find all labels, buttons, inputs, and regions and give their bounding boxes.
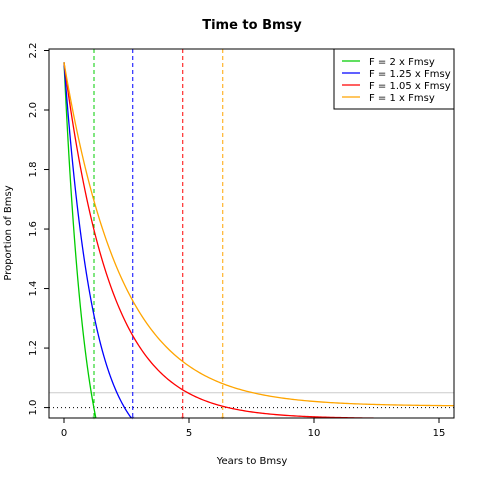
- y-tick-label: 1.8: [28, 162, 39, 178]
- vline-foot-marker: *: [131, 415, 135, 423]
- bmsy-year-markers: [93, 49, 224, 418]
- legend-box: [333, 48, 455, 110]
- x-tick-label: 5: [186, 428, 192, 439]
- x-axis-label: Years to Bmsy: [216, 456, 288, 467]
- legend-label: F = 2 x Fmsy: [369, 57, 435, 68]
- y-tick-label: 1.0: [28, 400, 39, 416]
- vline-foot-marker: *: [181, 415, 185, 423]
- y-tick-label: 2.2: [28, 43, 39, 59]
- y-tick-label: 1.6: [28, 221, 39, 237]
- legend-label: F = 1.25 x Fmsy: [369, 69, 451, 80]
- vline-foot-marker: *: [221, 415, 225, 423]
- y-tick-label: 2.0: [28, 102, 39, 118]
- series-curves: [63, 62, 454, 418]
- y-tick-label: 1.2: [28, 340, 39, 356]
- legend-label: F = 1.05 x Fmsy: [369, 81, 451, 92]
- x-tick-label: 10: [308, 428, 321, 439]
- vline-foot-marker: *: [92, 415, 96, 423]
- axes: 0 5 10 15 1.0 1.2 1.4 1.6 1.8 2.0 2.2 * * * *: [28, 43, 445, 439]
- y-axis-label: Proportion of Bmsy: [3, 185, 14, 280]
- series-line-2: [63, 62, 454, 418]
- x-tick-label: 0: [61, 428, 67, 439]
- legend-label: F = 1 x Fmsy: [369, 93, 435, 104]
- chart-title: Time to Bmsy: [202, 18, 302, 33]
- series-line-1: [63, 62, 133, 418]
- series-line-0: [63, 62, 97, 418]
- series-line-3: [63, 62, 454, 407]
- x-tick-label: 15: [433, 428, 446, 439]
- y-tick-label: 1.4: [28, 281, 39, 297]
- plot-frame: [48, 48, 455, 419]
